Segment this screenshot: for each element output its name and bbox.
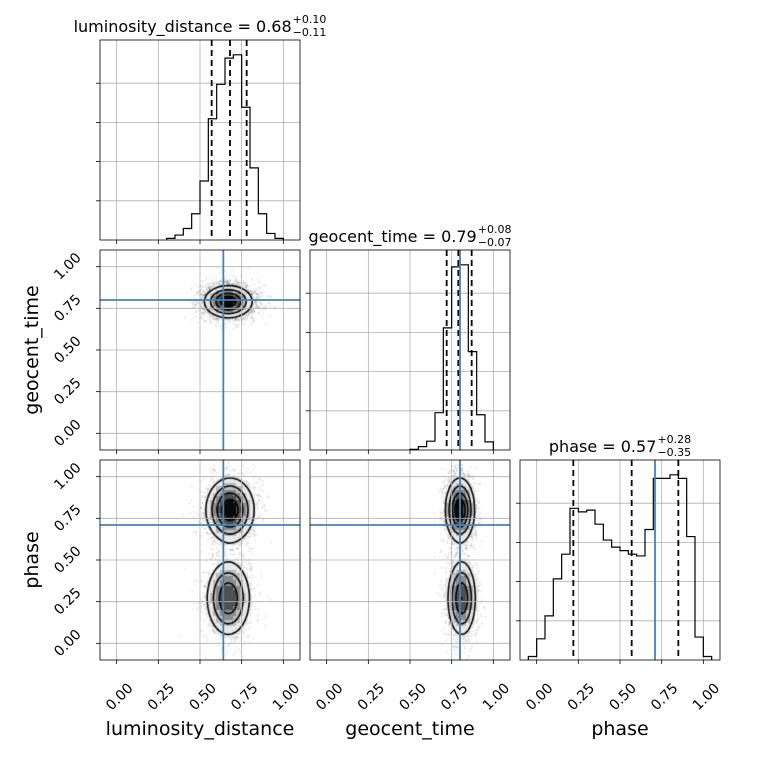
x-tick-label-geocent_time-1: 0.25: [355, 680, 388, 713]
x-tick-label-geocent_time-4: 1.00: [480, 680, 513, 713]
x-tick-label-phase-1: 0.25: [565, 680, 598, 713]
y-tick-label-phase-0: 0.00: [51, 627, 84, 660]
x-axis-label-phase: phase: [591, 718, 648, 740]
x-tick-label-luminosity_distance-2: 0.50: [186, 680, 219, 713]
y-axis-label-geocent_time: geocent_time: [21, 285, 43, 414]
x-tick-label-phase-4: 1.00: [690, 680, 723, 713]
x-axis-label-geocent_time: geocent_time: [345, 718, 474, 740]
title-upper-luminosity_distance: +0.10: [293, 13, 327, 26]
y-tick-label-geocent_time-1: 0.25: [51, 375, 84, 408]
y-tick-label-phase-1: 0.25: [51, 585, 84, 618]
x-tick-label-geocent_time-2: 0.50: [396, 680, 429, 713]
y-tick-label-phase-3: 0.75: [51, 502, 84, 535]
y-tick-label-geocent_time-2: 0.50: [51, 333, 84, 366]
title-lower-geocent_time: −0.07: [478, 236, 512, 249]
title-upper-geocent_time: +0.08: [478, 223, 512, 236]
title-lower-luminosity_distance: −0.11: [293, 26, 327, 39]
x-tick-label-luminosity_distance-4: 1.00: [270, 680, 303, 713]
x-tick-label-phase-0: 0.00: [523, 680, 556, 713]
x-tick-label-phase-3: 0.75: [648, 680, 681, 713]
y-tick-label-phase-2: 0.50: [51, 543, 84, 576]
histogram-luminosity_distance: [167, 55, 284, 240]
title-upper-phase: +0.28: [657, 433, 691, 446]
y-tick-label-geocent_time-4: 1.00: [51, 250, 84, 283]
x-tick-label-geocent_time-3: 0.75: [438, 680, 471, 713]
density-images-layer: [100, 250, 510, 660]
x-tick-label-phase-2: 0.50: [606, 680, 639, 713]
title-luminosity_distance: luminosity_distance = 0.68 +0.10−0.11: [74, 13, 327, 39]
y-tick-label-geocent_time-0: 0.00: [51, 417, 84, 450]
title-text-luminosity_distance: luminosity_distance = 0.68: [74, 17, 292, 37]
title-geocent_time: geocent_time = 0.79 +0.08−0.07: [309, 223, 512, 249]
x-tick-label-luminosity_distance-0: 0.00: [103, 680, 136, 713]
y-tick-label-geocent_time-3: 0.75: [51, 292, 84, 325]
title-text-phase: phase = 0.57: [549, 437, 656, 456]
x-tick-label-luminosity_distance-3: 0.75: [228, 680, 261, 713]
y-axis-label-phase: phase: [21, 531, 43, 588]
title-lower-phase: −0.35: [657, 446, 691, 459]
x-tick-label-luminosity_distance-1: 0.25: [145, 680, 178, 713]
title-text-geocent_time: geocent_time = 0.79: [309, 227, 477, 247]
y-tick-label-phase-4: 1.00: [51, 460, 84, 493]
x-axis-label-luminosity_distance: luminosity_distance: [106, 718, 295, 740]
title-phase: phase = 0.57 +0.28−0.35: [549, 433, 691, 459]
x-tick-label-geocent_time-0: 0.00: [313, 680, 346, 713]
